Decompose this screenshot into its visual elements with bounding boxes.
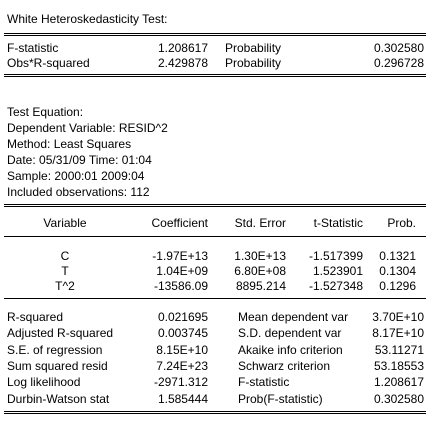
obs-r-squared-value: 2.429878 <box>157 56 208 70</box>
stat-label: Akaike info criterion <box>238 343 343 357</box>
stat-label: R-squared <box>7 310 64 324</box>
stat-value: 53.11271 <box>374 343 424 357</box>
stat-label: Durbin-Watson stat <box>7 392 110 406</box>
test-equation-line: Sample: 2000:01 2009:04 <box>7 169 145 183</box>
divider-line <box>4 76 426 77</box>
f-probability-label: Probability <box>225 41 282 55</box>
stat-value: 0.003745 <box>157 326 208 340</box>
divider-line <box>4 236 426 237</box>
t-statistic-value: 1.523901 <box>312 264 363 278</box>
std-error-value: 1.30E+13 <box>234 249 286 263</box>
divider-line <box>4 204 426 205</box>
f-probability-value: 0.302580 <box>373 41 424 55</box>
col-header-variable: Variable <box>43 216 87 230</box>
t-statistic-value: -1.527348 <box>308 279 363 293</box>
variable-name: T <box>61 264 69 278</box>
stat-label: Prob(F-statistic) <box>238 392 323 406</box>
divider-line <box>4 35 426 36</box>
stat-value: 0.302580 <box>373 392 424 406</box>
stat-value: -2971.312 <box>153 375 208 389</box>
obs-r-squared-label: Obs*R-squared <box>7 56 90 70</box>
stat-value: 8.17E+10 <box>372 326 424 340</box>
f-statistic-value: 1.208617 <box>157 41 208 55</box>
stat-label: Sum squared resid <box>7 359 108 373</box>
stat-label: Schwarz criterion <box>238 359 331 373</box>
t-statistic-value: -1.517399 <box>308 249 363 263</box>
divider-line <box>4 413 426 414</box>
test-equation-line: Dependent Variable: RESID^2 <box>7 121 168 135</box>
variable-name: C <box>60 249 70 263</box>
test-title: White Heteroskedasticity Test: <box>7 12 168 26</box>
col-header-prob: Prob. <box>387 216 416 230</box>
stat-label: Mean dependent var <box>238 310 349 324</box>
prob-value: 0.1296 <box>379 279 416 293</box>
variable-name: T^2 <box>55 279 75 293</box>
stat-label: S.D. dependent var <box>238 326 342 340</box>
stat-label: Adjusted R-squared <box>7 326 114 340</box>
coefficient-value: 1.04E+09 <box>156 264 208 278</box>
divider-line <box>4 74 426 75</box>
stat-label: F-statistic <box>238 375 290 389</box>
col-header-t-statistic: t-Statistic <box>313 216 363 230</box>
divider-line <box>4 33 426 34</box>
test-equation-line: Included observations: 112 <box>7 185 150 199</box>
prob-value: 0.1304 <box>379 264 416 278</box>
stat-value: 1.208617 <box>373 375 424 389</box>
std-error-value: 8895.214 <box>235 279 286 293</box>
test-equation-line: Date: 05/31/09 Time: 01:04 <box>7 153 152 167</box>
stat-value: 7.24E+23 <box>156 359 208 373</box>
stat-value: 8.15E+10 <box>156 343 208 357</box>
divider-line <box>4 411 426 412</box>
divider-line <box>4 206 426 207</box>
coefficient-value: -13586.09 <box>153 279 208 293</box>
stat-value: 0.021695 <box>157 310 208 324</box>
stat-value: 3.70E+10 <box>372 310 424 324</box>
coefficient-value: -1.97E+13 <box>152 249 208 263</box>
col-header-std-error: Std. Error <box>234 216 286 230</box>
divider-line <box>4 298 426 299</box>
obs-probability-value: 0.296728 <box>373 56 424 70</box>
std-error-value: 6.80E+08 <box>234 264 286 278</box>
prob-value: 0.1321 <box>379 249 416 263</box>
test-equation-line: Method: Least Squares <box>7 137 132 151</box>
col-header-coefficient: Coefficient <box>151 216 208 230</box>
stat-label: Log likelihood <box>7 375 81 389</box>
f-statistic-label: F-statistic <box>7 41 59 55</box>
stat-label: S.E. of regression <box>7 343 103 357</box>
obs-probability-label: Probability <box>225 56 282 70</box>
test-equation-line: Test Equation: <box>7 105 84 119</box>
stat-value: 53.18553 <box>373 359 424 373</box>
stat-value: 1.585444 <box>157 392 208 406</box>
